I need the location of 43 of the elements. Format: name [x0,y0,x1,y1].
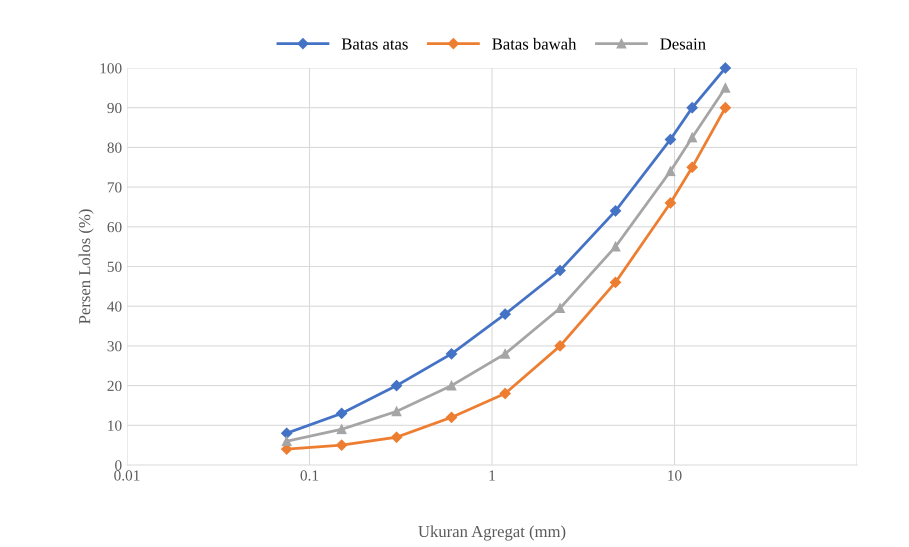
y-tick-label: 10 [108,420,122,431]
y-tick-label: 70 [108,182,122,193]
point [446,412,458,423]
legend-label: Batas atas [342,38,408,50]
point [336,408,348,419]
legend-label: Desain [660,38,706,50]
point [664,197,676,209]
y-tick-label: 50 [108,262,122,272]
y-tick-label: 30 [108,341,122,352]
x-tick-label: 0.1 [300,470,318,481]
point [610,276,622,288]
x-axis-title: Ukuran Agregat (mm) [418,525,566,541]
y-tick-label: 40 [107,301,122,312]
point [554,340,566,352]
point [390,380,402,392]
point [664,134,676,146]
point [500,348,510,359]
y-tick-label: 80 [107,142,122,153]
point [610,205,622,217]
legend-label: Batas bawah [492,38,576,50]
point [555,303,565,314]
y-tick-label: 0 [115,460,122,470]
point [666,166,676,176]
point [554,264,566,276]
y-tick-label: 60 [108,222,122,232]
y-tick-label: 20 [108,380,122,392]
y-tick-label: 100 [100,63,122,74]
point [282,436,292,446]
point [446,380,456,390]
point [446,348,458,360]
y-axis-title: Persen Lolos (%) [78,209,94,324]
x-tick-label: 0.01 [114,470,140,481]
x-tick-label: 10 [668,470,682,481]
point [610,242,620,252]
point [336,440,348,451]
point [390,432,402,443]
point [392,406,402,416]
y-tick-label: 90 [107,102,122,114]
point [336,424,346,434]
point [500,388,511,400]
point [281,428,292,439]
point [500,308,511,320]
x-tick-label: 1 [490,470,495,480]
